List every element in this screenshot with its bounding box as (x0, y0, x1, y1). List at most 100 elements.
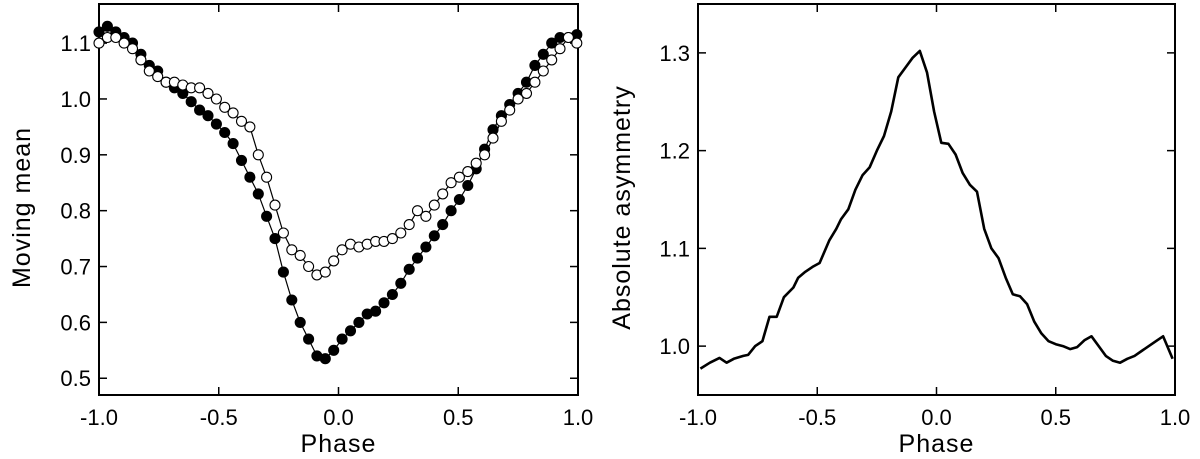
filled-data-point (336, 333, 348, 345)
open-data-point (143, 65, 155, 77)
open-data-point (479, 149, 491, 161)
filled-data-point (227, 138, 239, 150)
open-data-point (319, 266, 331, 278)
filled-data-point (328, 344, 340, 356)
x-tick-label: 0.5 (1040, 405, 1071, 430)
series-line-2 (98, 36, 578, 276)
open-data-point (286, 244, 298, 256)
x-tick-label: 1.0 (563, 405, 594, 430)
filled-data-point (370, 305, 382, 317)
filled-data-point (185, 96, 197, 108)
open-data-point (336, 244, 348, 256)
filled-data-point (445, 205, 457, 217)
open-data-point (504, 104, 516, 116)
x-tick-label: -0.5 (798, 405, 836, 430)
open-data-point (269, 199, 281, 211)
open-data-point (219, 101, 231, 113)
filled-data-point (235, 154, 248, 166)
filled-data-point (453, 193, 465, 206)
filled-data-point (252, 188, 264, 200)
open-data-point (210, 93, 222, 105)
y-axis-title: Absolute asymmetry (608, 85, 636, 329)
y-tick-label: 0.8 (60, 199, 91, 224)
open-data-point (202, 87, 214, 99)
open-data-point (277, 227, 289, 239)
filled-data-point (428, 230, 440, 242)
x-tick-label: -0.5 (200, 405, 238, 430)
open-data-point (386, 233, 398, 245)
open-data-point (93, 37, 105, 49)
right-panel-absolute-asymmetry: -1.0 -0.5 0.0 0.5 1.0 1.0 1.1 1.2 1.3 Phase Absolu… (608, 3, 1190, 458)
open-data-point (512, 93, 524, 105)
open-data-point (529, 76, 541, 88)
x-tick-label: -1.0 (80, 405, 118, 430)
open-data-point (537, 65, 549, 77)
x-tick-label: -1.0 (679, 405, 717, 430)
x-axis-title: Phase (899, 430, 975, 458)
open-data-point (303, 260, 315, 273)
filled-data-point (546, 37, 558, 49)
plot-frame (697, 3, 1176, 396)
open-data-point (487, 132, 499, 144)
x-tick-label: 0.0 (921, 405, 952, 430)
filled-data-point (202, 110, 214, 122)
x-tick-label: 0.0 (323, 405, 354, 430)
filled-data-point (537, 48, 549, 60)
filled-data-point (269, 233, 281, 245)
open-data-point (562, 31, 574, 44)
filled-data-point (386, 288, 398, 301)
open-data-point (126, 43, 139, 55)
filled-data-point (93, 26, 105, 38)
y-tick-label: 1.2 (659, 139, 690, 164)
open-data-point (437, 188, 449, 200)
open-data-point (462, 166, 474, 178)
open-data-point (118, 37, 130, 49)
y-tick-label: 0.7 (60, 255, 91, 280)
open-data-point (110, 31, 122, 44)
y-tick-label: 0.9 (60, 143, 91, 168)
y-tick-label: 1.0 (659, 334, 690, 359)
y-tick-label: 0.5 (60, 366, 91, 391)
open-data-point (261, 171, 273, 183)
x-tick-label: 0.5 (443, 405, 474, 430)
filled-data-point (244, 171, 256, 183)
filled-data-point (344, 325, 357, 337)
open-data-point (520, 87, 533, 99)
y-tick-label: 0.6 (60, 310, 91, 335)
filled-data-point (286, 294, 298, 306)
open-data-point (470, 157, 482, 169)
series-line-1 (98, 25, 577, 360)
open-data-point (328, 255, 340, 267)
open-data-point (428, 199, 440, 211)
y-tick-label: 1.0 (60, 87, 91, 112)
filled-data-point (395, 277, 407, 289)
open-data-point (445, 177, 457, 189)
open-data-point (294, 249, 306, 261)
filled-data-point (210, 118, 222, 130)
open-data-point (403, 219, 415, 231)
filled-data-point (529, 59, 541, 71)
open-data-point (554, 43, 566, 55)
y-tick-label: 1.1 (659, 236, 690, 261)
filled-data-point (403, 263, 415, 275)
open-data-point (453, 171, 465, 183)
x-axis-title: Phase (301, 430, 377, 458)
filled-data-point (101, 20, 113, 32)
open-data-point (235, 115, 248, 127)
open-data-point (420, 210, 432, 222)
open-data-point (194, 82, 206, 94)
filled-data-point (411, 252, 424, 264)
filled-data-point (319, 353, 331, 365)
open-data-point (135, 54, 147, 66)
filled-data-point (420, 241, 432, 253)
filled-data-point (303, 333, 315, 345)
open-data-point (395, 227, 407, 239)
left-panel-moving-mean: -1.0 -0.5 0.0 0.5 1.0 0.5 0.6 0.7 0.8 0.9 1.0 1.1 Ph… (8, 3, 594, 458)
open-data-point (571, 37, 583, 49)
open-data-point (227, 107, 239, 119)
filled-data-point (378, 297, 390, 309)
filled-data-point (219, 126, 231, 139)
open-data-point (244, 121, 256, 133)
open-data-point (411, 205, 424, 217)
